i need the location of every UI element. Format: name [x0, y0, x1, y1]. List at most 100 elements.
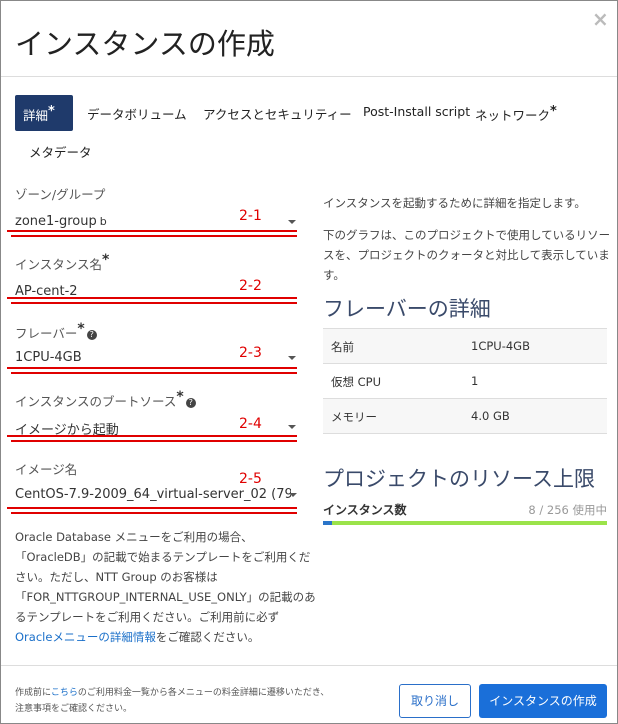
value: イメージから起動: [15, 423, 119, 438]
field-value[interactable]: AP-cent-2: [15, 284, 78, 299]
value: AP-cent-2: [15, 284, 78, 299]
label: ゾーン/グループ: [15, 187, 106, 202]
title: インスタンスの作成: [15, 27, 275, 61]
cell-key: 名前: [331, 340, 354, 354]
note-line: 「FOR_NTTGROUP_INTERNAL_USE_ONLY」の記載のあ: [15, 590, 316, 604]
label: インスタンス名: [15, 257, 103, 273]
text: のご利用料金一覧から各メニューの料金詳細に遷移いただき、: [77, 688, 330, 698]
note: Oracle Database メニューをご利用の場合、「OracleDB」の記…: [15, 527, 316, 647]
table-row: メモリー 4.0 GB: [323, 398, 607, 434]
note-line: Oracleメニューの詳細情報をご確認ください。: [15, 627, 316, 647]
tab-label: アクセスとセキュリティー: [203, 107, 352, 122]
footer-text: 作成前にこちらのご利用料金一覧から各メニューの料金詳細に遷移いただき、: [15, 685, 329, 698]
footer-text: 注意事項をご確認ください。: [15, 704, 133, 714]
field-value[interactable]: イメージから起動: [15, 419, 119, 438]
section-title: プロジェクトのリソース上限: [323, 467, 595, 491]
tab-label: Post-Install script: [363, 104, 471, 119]
annotation: 2-4: [239, 416, 262, 432]
caret: [289, 493, 297, 497]
limit-usage: 8 / 256 使用中: [528, 503, 607, 517]
red-line: [11, 440, 297, 442]
cell-value: 1: [471, 374, 479, 388]
red-line: [7, 435, 297, 437]
required-mark: *: [102, 252, 110, 268]
annotation: 2-2: [239, 278, 262, 294]
progress-used: [323, 521, 332, 525]
section-title: フレーバーの詳細: [323, 297, 491, 321]
annotation: 2-1: [239, 208, 262, 224]
red-line: [7, 297, 297, 299]
description-line: 下のグラフは、このプロジェクトで使用しているリソー: [323, 228, 611, 242]
submit-button[interactable]: インスタンスの作成: [479, 684, 607, 718]
help-icon: ?: [185, 398, 196, 409]
progress-bar: [323, 521, 607, 525]
text: 作成前に: [15, 688, 51, 698]
table-row: 名前 1CPU-4GB: [323, 328, 607, 364]
label: フレーバー: [15, 326, 78, 342]
note-line: 「OracleDB」の記載で始まるテンプレートをご利用くだ: [15, 550, 311, 564]
note-line: さい。ただし、NTT Group のお客様は: [15, 570, 218, 584]
tab[interactable]: メタデータ: [29, 142, 92, 161]
label: イメージ名: [15, 462, 78, 477]
caret: [288, 220, 296, 224]
required-mark: *: [77, 321, 85, 337]
red-line: [11, 512, 297, 514]
description-line: スを、プロジェクトのクォータと対比して表示していま: [323, 248, 610, 262]
value: CentOS-7.9-2009_64_virtual-server_02 (79…: [15, 487, 291, 502]
cancel-button[interactable]: 取り消し: [399, 684, 471, 718]
caret: [288, 356, 296, 360]
divider: [1, 76, 617, 77]
red-line: [7, 507, 297, 509]
help-icon: ?: [86, 330, 97, 341]
red-line: [11, 372, 297, 374]
label: インスタンスのブートソース: [15, 394, 177, 410]
field-label: フレーバー*?: [15, 321, 97, 342]
description: 下のグラフは、このプロジェクトで使用しているリソー スを、プロジェクトのクォータと…: [323, 225, 610, 285]
field-label: インスタンスのブートソース*?: [15, 389, 196, 410]
cell-value: 1CPU-4GB: [471, 339, 530, 353]
value: 1CPU-4GB: [15, 350, 82, 365]
red-line: [11, 235, 297, 237]
divider: [1, 665, 617, 666]
value: zone1-group: [15, 214, 97, 229]
table-bottom: [323, 433, 607, 434]
tab-mark: *: [48, 104, 55, 119]
cell-key: 仮想 CPU: [331, 375, 382, 389]
intro: インスタンスを起動するために詳細を指定します。: [323, 196, 586, 210]
tab-mark: *: [550, 104, 557, 119]
link[interactable]: こちら: [50, 688, 78, 698]
note-line: Oracle Database メニューをご利用の場合、: [15, 530, 253, 544]
tab[interactable]: 詳細*: [23, 104, 55, 124]
description-line: す。: [323, 268, 345, 282]
table-row: 仮想 CPU 1: [323, 363, 607, 399]
annotation: 2-3: [239, 345, 262, 361]
field-label: ゾーン/グループ: [15, 184, 105, 203]
tab[interactable]: アクセスとセキュリティー: [203, 104, 352, 123]
cell-value: 4.0 GB: [471, 409, 510, 423]
tab[interactable]: ネットワーク*: [475, 104, 557, 124]
tab-label: 詳細: [23, 108, 49, 124]
field-value[interactable]: zone1-group b: [15, 214, 107, 229]
tab-label: ネットワーク: [475, 108, 551, 124]
close-button[interactable]: ×: [592, 7, 609, 31]
field-label: イメージ名: [15, 459, 77, 478]
cell-key: メモリー: [331, 410, 377, 424]
caret: [288, 425, 296, 429]
red-line: [7, 230, 297, 232]
link[interactable]: Oracleメニューの詳細情報: [15, 630, 156, 644]
cursor-text: b: [99, 215, 107, 228]
field-value[interactable]: CentOS-7.9-2009_64_virtual-server_02 (79…: [15, 487, 291, 502]
tab[interactable]: データボリューム: [87, 104, 187, 123]
tab-label: メタデータ: [29, 145, 92, 160]
red-line: [11, 302, 297, 304]
tab-active-bg: [15, 95, 73, 131]
limit-label: インスタンス数: [323, 503, 407, 517]
note-line: るテンプレートをご利用ください。ご利用前に必ず: [15, 610, 280, 624]
text: をご確認ください。: [155, 630, 260, 644]
field-label: インスタンス名*: [15, 252, 109, 273]
field-value[interactable]: 1CPU-4GB: [15, 350, 82, 365]
tab[interactable]: Post-Install script: [363, 104, 470, 119]
